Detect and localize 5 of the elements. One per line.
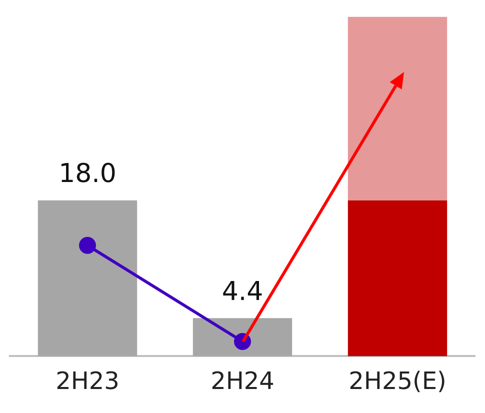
x-tick-label: 2H25(E) <box>348 366 446 395</box>
x-tick-label: 2H24 <box>210 366 274 395</box>
data-label: 18.0 <box>58 159 116 190</box>
x-tick-label: 2H23 <box>56 366 120 395</box>
data-label: 4.4 <box>222 276 264 307</box>
